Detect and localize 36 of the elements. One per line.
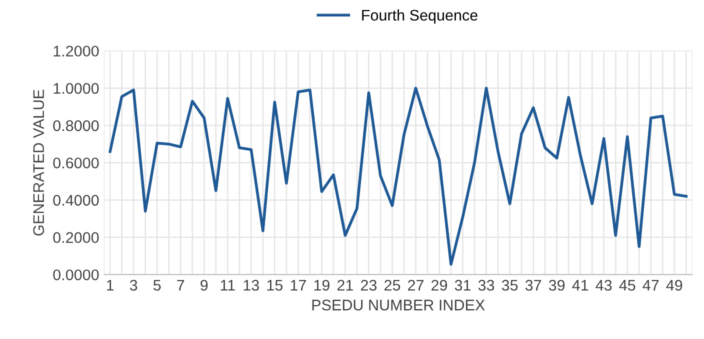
x-tick-label: 23 bbox=[360, 280, 377, 291]
x-tick-label: 43 bbox=[596, 280, 612, 291]
y-axis-title: GENERATED VALUE bbox=[33, 90, 44, 236]
x-tick-label: 1 bbox=[106, 280, 114, 291]
x-tick-label: 39 bbox=[548, 280, 565, 291]
x-tick-label: 35 bbox=[502, 280, 518, 291]
y-tick-label: 1.2000 bbox=[54, 46, 99, 57]
line-series bbox=[108, 86, 688, 266]
x-tick-label: 9 bbox=[200, 280, 208, 291]
y-tick-label: 0.0000 bbox=[53, 269, 99, 280]
legend-label: Fourth Sequence bbox=[362, 9, 478, 24]
x-tick-label: 13 bbox=[244, 280, 259, 291]
x-tick-label: 33 bbox=[478, 280, 494, 291]
x-tick-label: 5 bbox=[153, 280, 161, 291]
y-tick-label: 0.8000 bbox=[53, 120, 99, 132]
x-tick-label: 15 bbox=[267, 280, 283, 291]
x-tick-label: 45 bbox=[619, 280, 636, 291]
x-tick-label: 19 bbox=[314, 280, 330, 291]
y-tick-label: 0.2000 bbox=[53, 232, 99, 243]
x-tick-label: 41 bbox=[572, 280, 588, 291]
x-tick-label: 25 bbox=[384, 280, 400, 291]
x-tick-label: 17 bbox=[290, 280, 306, 291]
x-tick-label: 47 bbox=[642, 280, 659, 291]
y-tick-label: 1.0000 bbox=[54, 83, 99, 94]
x-tick-label: 21 bbox=[337, 280, 353, 291]
x-tick-label: 3 bbox=[130, 280, 138, 291]
x-tick-label: 27 bbox=[408, 280, 424, 291]
x-tick-label: 11 bbox=[220, 280, 235, 291]
x-tick-label: 31 bbox=[454, 280, 471, 291]
y-tick-label: 0.6000 bbox=[53, 158, 99, 168]
x-tick-label: 29 bbox=[432, 280, 448, 291]
y-tick-label: 0.4000 bbox=[53, 194, 99, 206]
x-tick-label: 37 bbox=[525, 280, 542, 291]
x-tick-label: 49 bbox=[666, 280, 682, 291]
x-axis-title: PSEDU NUMBER INDEX bbox=[312, 300, 485, 310]
x-tick-label: 7 bbox=[177, 280, 184, 291]
